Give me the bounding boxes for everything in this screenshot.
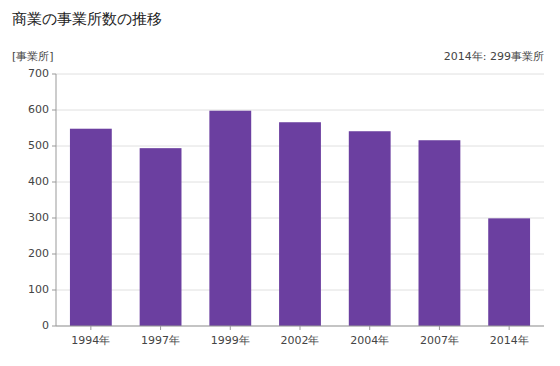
x-tick <box>230 326 231 330</box>
y-tick <box>52 182 56 183</box>
bar <box>279 122 321 326</box>
bar <box>488 218 530 326</box>
chart-container: 0 100 200 300 400 500 600 700 1994年 1997年 1999年 200… <box>0 0 560 366</box>
x-tick <box>369 326 370 330</box>
x-axis: 1994年 1997年 1999年 2002年 2004年 2007年 2014年 <box>56 326 544 347</box>
x-tick-label: 1999年 <box>211 334 250 347</box>
y-axis-line <box>56 74 57 326</box>
x-tick <box>90 326 91 330</box>
annotation: 2014年: 299事業所 <box>444 50 544 63</box>
grid-line <box>56 110 544 111</box>
y-tick-label: 700 <box>28 67 49 80</box>
x-tick-label: 1997年 <box>141 334 180 347</box>
bar <box>140 148 182 326</box>
x-tick <box>160 326 161 330</box>
bar <box>349 131 391 326</box>
y-tick-label: 200 <box>28 247 49 260</box>
y-axis-label: [事業所] <box>12 50 54 63</box>
bar <box>70 129 112 326</box>
y-tick-label: 600 <box>28 103 49 116</box>
grid-line <box>56 74 544 75</box>
y-tick-label: 100 <box>28 283 49 296</box>
y-tick <box>52 218 56 219</box>
y-tick-label: 500 <box>28 139 49 152</box>
y-tick <box>52 326 56 327</box>
y-tick <box>52 74 56 75</box>
y-tick <box>52 254 56 255</box>
bar <box>419 140 461 326</box>
x-tick-label: 2004年 <box>350 334 389 347</box>
x-tick-label: 2014年 <box>490 334 529 347</box>
y-tick-label: 400 <box>28 175 49 188</box>
chart-svg: 0 100 200 300 400 500 600 700 1994年 1997年 1999年 200… <box>0 0 560 366</box>
x-tick <box>439 326 440 330</box>
bar <box>209 111 251 326</box>
grid <box>56 74 544 326</box>
y-tick-label: 0 <box>42 319 49 332</box>
bars <box>70 111 530 326</box>
x-tick <box>509 326 510 330</box>
x-tick <box>300 326 301 330</box>
x-tick-label: 2002年 <box>281 334 320 347</box>
x-tick-label: 2007年 <box>420 334 459 347</box>
x-tick-label: 1994年 <box>71 334 110 347</box>
y-tick <box>52 110 56 111</box>
y-tick <box>52 146 56 147</box>
y-tick <box>52 290 56 291</box>
y-axis: 0 100 200 300 400 500 600 700 <box>28 67 56 332</box>
title: 商業の事業所数の推移 <box>12 10 162 28</box>
y-tick-label: 300 <box>28 211 49 224</box>
